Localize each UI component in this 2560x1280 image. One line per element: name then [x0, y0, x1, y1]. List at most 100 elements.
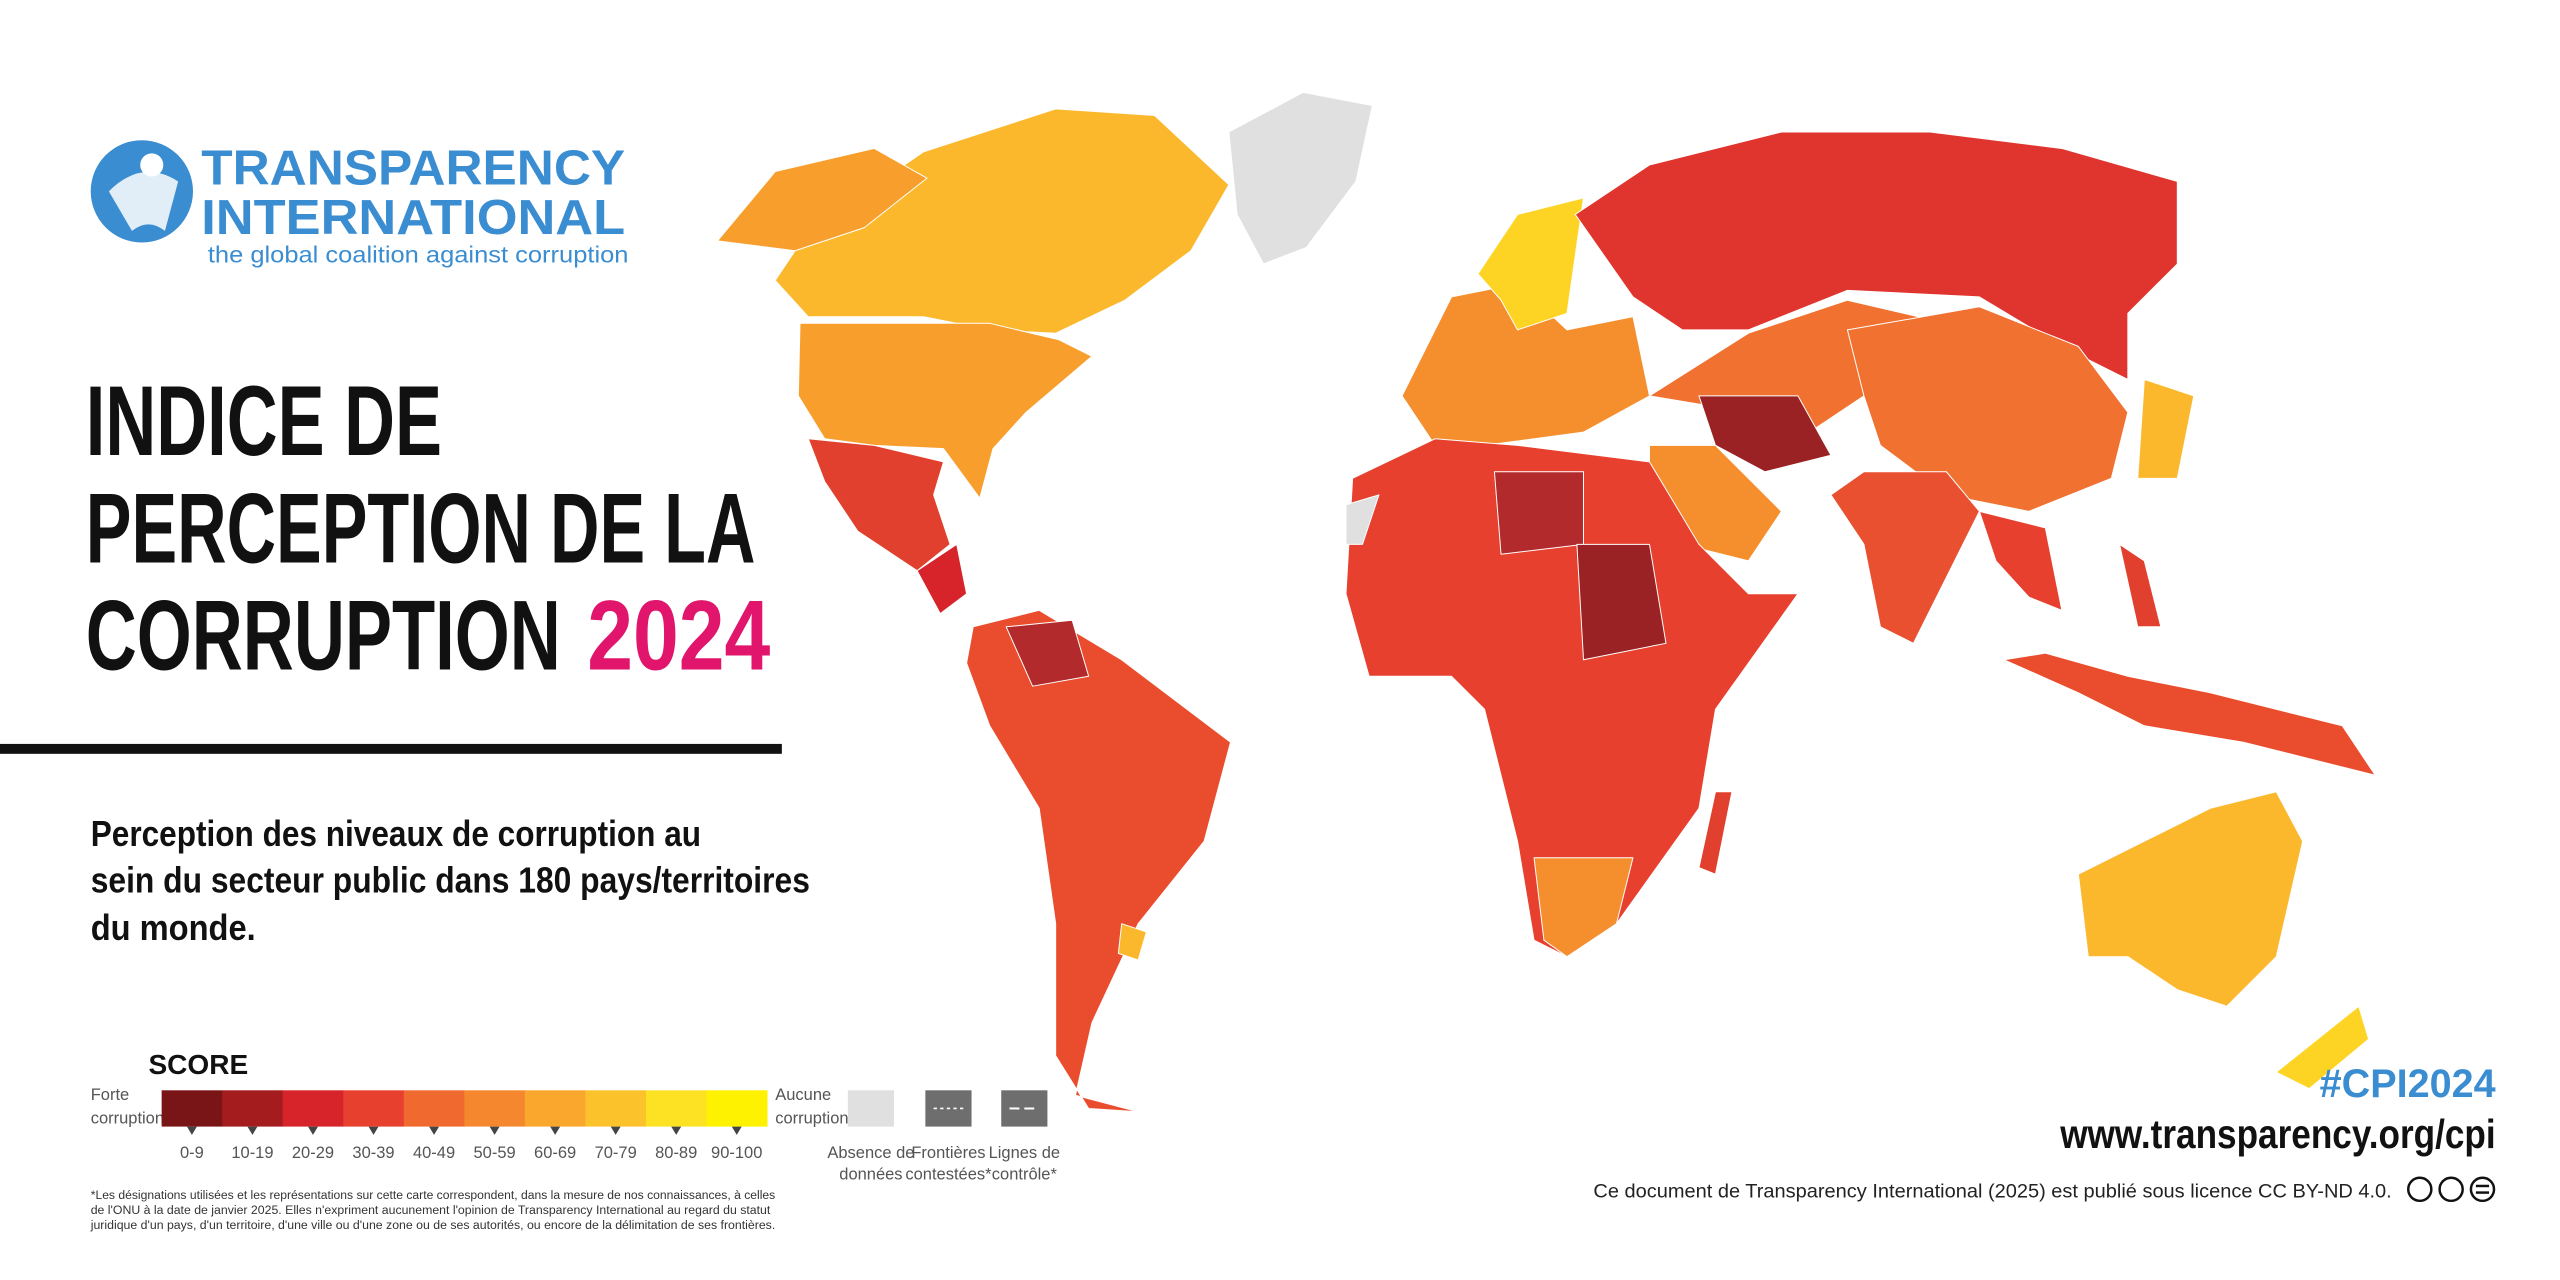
legend-swatch [524, 1090, 586, 1127]
region-usa [797, 322, 1093, 499]
legend-swatch [161, 1090, 223, 1127]
legend-bin-label: 30-39 [352, 1144, 394, 1162]
region-australia [2077, 791, 2304, 1007]
region-madagascar [1698, 791, 1733, 875]
legend-title: SCORE [148, 1049, 248, 1080]
subtitle: Perception des niveaux de corruption au … [91, 813, 810, 948]
legend-swatch [464, 1090, 526, 1127]
logo-icon-figure [108, 171, 179, 231]
legend-pointer [186, 1126, 197, 1135]
license-icons [2407, 1176, 2496, 1203]
legend-pointer [429, 1126, 440, 1135]
by-icon [2438, 1176, 2464, 1203]
logo-name: TRANSPARENCY [201, 141, 625, 196]
title-line: PERCEPTION DE LA [86, 472, 756, 583]
legend-disputed-label: Frontières [911, 1144, 985, 1162]
cc-icon [2407, 1176, 2433, 1203]
subtitle-line: du monde. [91, 907, 256, 948]
legend-bin-label: 70-79 [595, 1144, 637, 1162]
logo-name: INTERNATIONAL [201, 190, 625, 245]
legend-pointer [610, 1126, 621, 1135]
legend-pointer [489, 1126, 500, 1135]
legend: SCORE Forte corruption Aucune corruption… [91, 1049, 1060, 1184]
title: INDICE DE PERCEPTION DE LA CORRUPTION 20… [86, 365, 771, 690]
legend-swatch [222, 1090, 284, 1127]
legend-bin-label: 60-69 [534, 1144, 576, 1162]
legend-pointer [671, 1126, 682, 1135]
subtitle-line: Perception des niveaux de corruption au [91, 813, 701, 854]
region-sudan [1576, 543, 1667, 661]
legend-swatch [645, 1090, 707, 1127]
legend-no-data-label: données [839, 1165, 902, 1183]
region-western-sahara [1345, 494, 1380, 545]
footnote-line: *Les désignations utilisées et les repré… [91, 1188, 776, 1202]
license-text: Ce document de Transparency Internationa… [1593, 1181, 2391, 1203]
region-central-america [916, 543, 968, 615]
nd-icon [2469, 1176, 2496, 1203]
legend-pointer [731, 1126, 742, 1135]
footnote: *Les désignations utilisées et les repré… [90, 1188, 776, 1232]
logo: TRANSPARENCY INTERNATIONAL the global co… [90, 140, 629, 267]
divider [0, 743, 782, 754]
legend-swatch [403, 1090, 465, 1127]
legend-bin-label: 50-59 [474, 1144, 516, 1162]
legend-low-label: corruption [91, 1109, 164, 1127]
legend-pointer [368, 1126, 379, 1135]
subtitle-line: sein du secteur public dans 180 pays/ter… [91, 859, 810, 900]
title-line: CORRUPTION [86, 580, 561, 691]
legend-control-label: contrôle* [992, 1165, 1058, 1183]
legend-bin-label: 80-89 [655, 1144, 697, 1162]
region-alaska [717, 147, 928, 252]
legend-low-label: Forte [91, 1086, 129, 1104]
legend-bin-label: 40-49 [413, 1144, 455, 1162]
logo-tagline: the global coalition against corruption [208, 241, 629, 267]
legend-pointer [308, 1126, 318, 1135]
region-japan [2137, 378, 2195, 479]
region-new-zealand [2275, 1005, 2370, 1090]
region-uruguay [1117, 923, 1147, 961]
legend-swatch [282, 1090, 344, 1127]
legend-no-data-swatch [847, 1090, 895, 1127]
region-south-america [966, 609, 1232, 1113]
region-philippines [2119, 543, 2162, 628]
region-india [1830, 471, 1980, 644]
legend-no-data-label: Absence de [827, 1144, 914, 1162]
legend-bin-label: 90-100 [711, 1144, 762, 1162]
region-greenland [1228, 91, 1373, 265]
region-southern-africa [1533, 857, 1634, 958]
title-year: 2024 [587, 580, 770, 691]
region-scandinavia [1477, 197, 1584, 331]
logo-icon-head [140, 153, 164, 177]
region-canada [774, 108, 1230, 334]
region-libya [1493, 471, 1584, 555]
legend-bin-label: 10-19 [231, 1144, 273, 1162]
legend-disputed-label: contestées* [905, 1165, 992, 1183]
legend-high-label: corruption [775, 1109, 848, 1127]
hashtag: #CPI2024 [2320, 1062, 2496, 1106]
region-china [1846, 306, 2129, 512]
region-mexico [807, 438, 951, 572]
region-venezuela [1005, 619, 1090, 687]
website-url: www.transparency.org/cpi [2059, 1111, 2495, 1157]
region-russia [1574, 131, 2178, 380]
world-map [717, 91, 2376, 1113]
legend-swatch [585, 1090, 647, 1127]
title-line: INDICE DE [86, 365, 442, 476]
legend-swatch [343, 1090, 405, 1127]
legend-bin-label: 0-9 [180, 1144, 204, 1162]
region-indonesia [2003, 652, 2376, 776]
legend-control-label: Lignes de [989, 1144, 1061, 1162]
region-africa [1345, 438, 1799, 958]
legend-high-label: Aucune [775, 1086, 831, 1104]
region-iran-afghanistan [1698, 395, 1832, 473]
region-southeast-asia [1978, 510, 2063, 611]
legend-bin-label: 20-29 [292, 1144, 334, 1162]
legend-swatch [706, 1090, 768, 1127]
legend-pointer [550, 1126, 561, 1135]
footnote-line: de l'ONU à la date de janvier 2025. Elle… [91, 1203, 771, 1217]
footnote-line: juridique d'un pays, d'un territoire, d'… [90, 1218, 776, 1232]
legend-pointer [247, 1126, 258, 1135]
